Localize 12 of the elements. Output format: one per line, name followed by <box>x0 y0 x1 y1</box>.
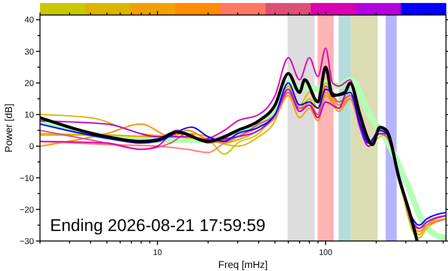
annotation: Ending 2026-08-21 17:59:59 <box>50 216 266 235</box>
x-axis-title: Freq [mHz] <box>218 260 268 271</box>
y-axis-title: Power [dB] <box>4 103 15 152</box>
x-tick-label: 100 <box>318 248 333 257</box>
y-tick-label: 0 <box>29 141 34 152</box>
y-tick-label: −30 <box>20 236 34 246</box>
y-tick-label: −10 <box>20 172 34 183</box>
y-tick-label: 30 <box>24 46 34 56</box>
y-tick-label: 10 <box>24 110 34 120</box>
y-tick-label: 40 <box>24 14 34 25</box>
y-tick-label: 20 <box>24 78 34 88</box>
y-tick-label: −20 <box>20 204 34 214</box>
